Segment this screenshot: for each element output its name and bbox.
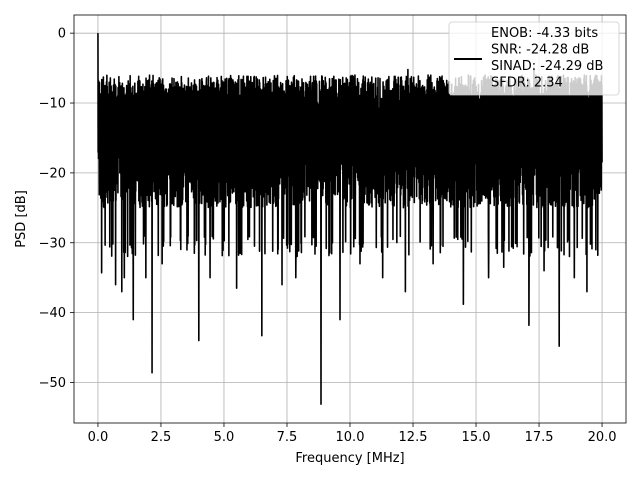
y-tick-label: −20 (39, 166, 66, 181)
y-tick-label: 0 (58, 27, 66, 42)
x-tick-label: 2.5 (151, 430, 172, 445)
y-tick-label: −30 (39, 236, 66, 251)
x-tick-label: 10.0 (336, 430, 365, 445)
y-tick-label: −50 (39, 376, 66, 391)
psd-series-line (97, 33, 603, 405)
x-tick-label: 7.5 (277, 430, 298, 445)
legend-box (448, 21, 620, 96)
x-tick-label: 12.5 (399, 430, 428, 445)
x-tick-label: 20.0 (588, 430, 617, 445)
legend-entry: SINAD: -24.29 dB (491, 59, 603, 74)
x-tick-label: 15.0 (462, 430, 491, 445)
legend-entry: SFDR: 2.34 (491, 76, 563, 91)
x-axis-title: Frequency [MHz] (295, 451, 404, 466)
y-tick-label: −40 (39, 306, 66, 321)
y-tick-label: −10 (39, 97, 66, 112)
x-tick-label: 17.5 (525, 430, 554, 445)
x-tick-label: 5.0 (214, 430, 235, 445)
y-axis-title: PSD [dB] (14, 190, 29, 248)
axis-ticks: 0.0 2.5 5.0 7.5 10.0 12.5 15.0 17.5 20.0 0 −10 −20 −… (39, 27, 617, 445)
x-tick-label: 0.0 (88, 430, 109, 445)
legend-entry: ENOB: -4.33 bits (491, 26, 598, 41)
plot-area (97, 33, 603, 405)
legend-entry: SNR: -24.28 dB (491, 43, 589, 58)
